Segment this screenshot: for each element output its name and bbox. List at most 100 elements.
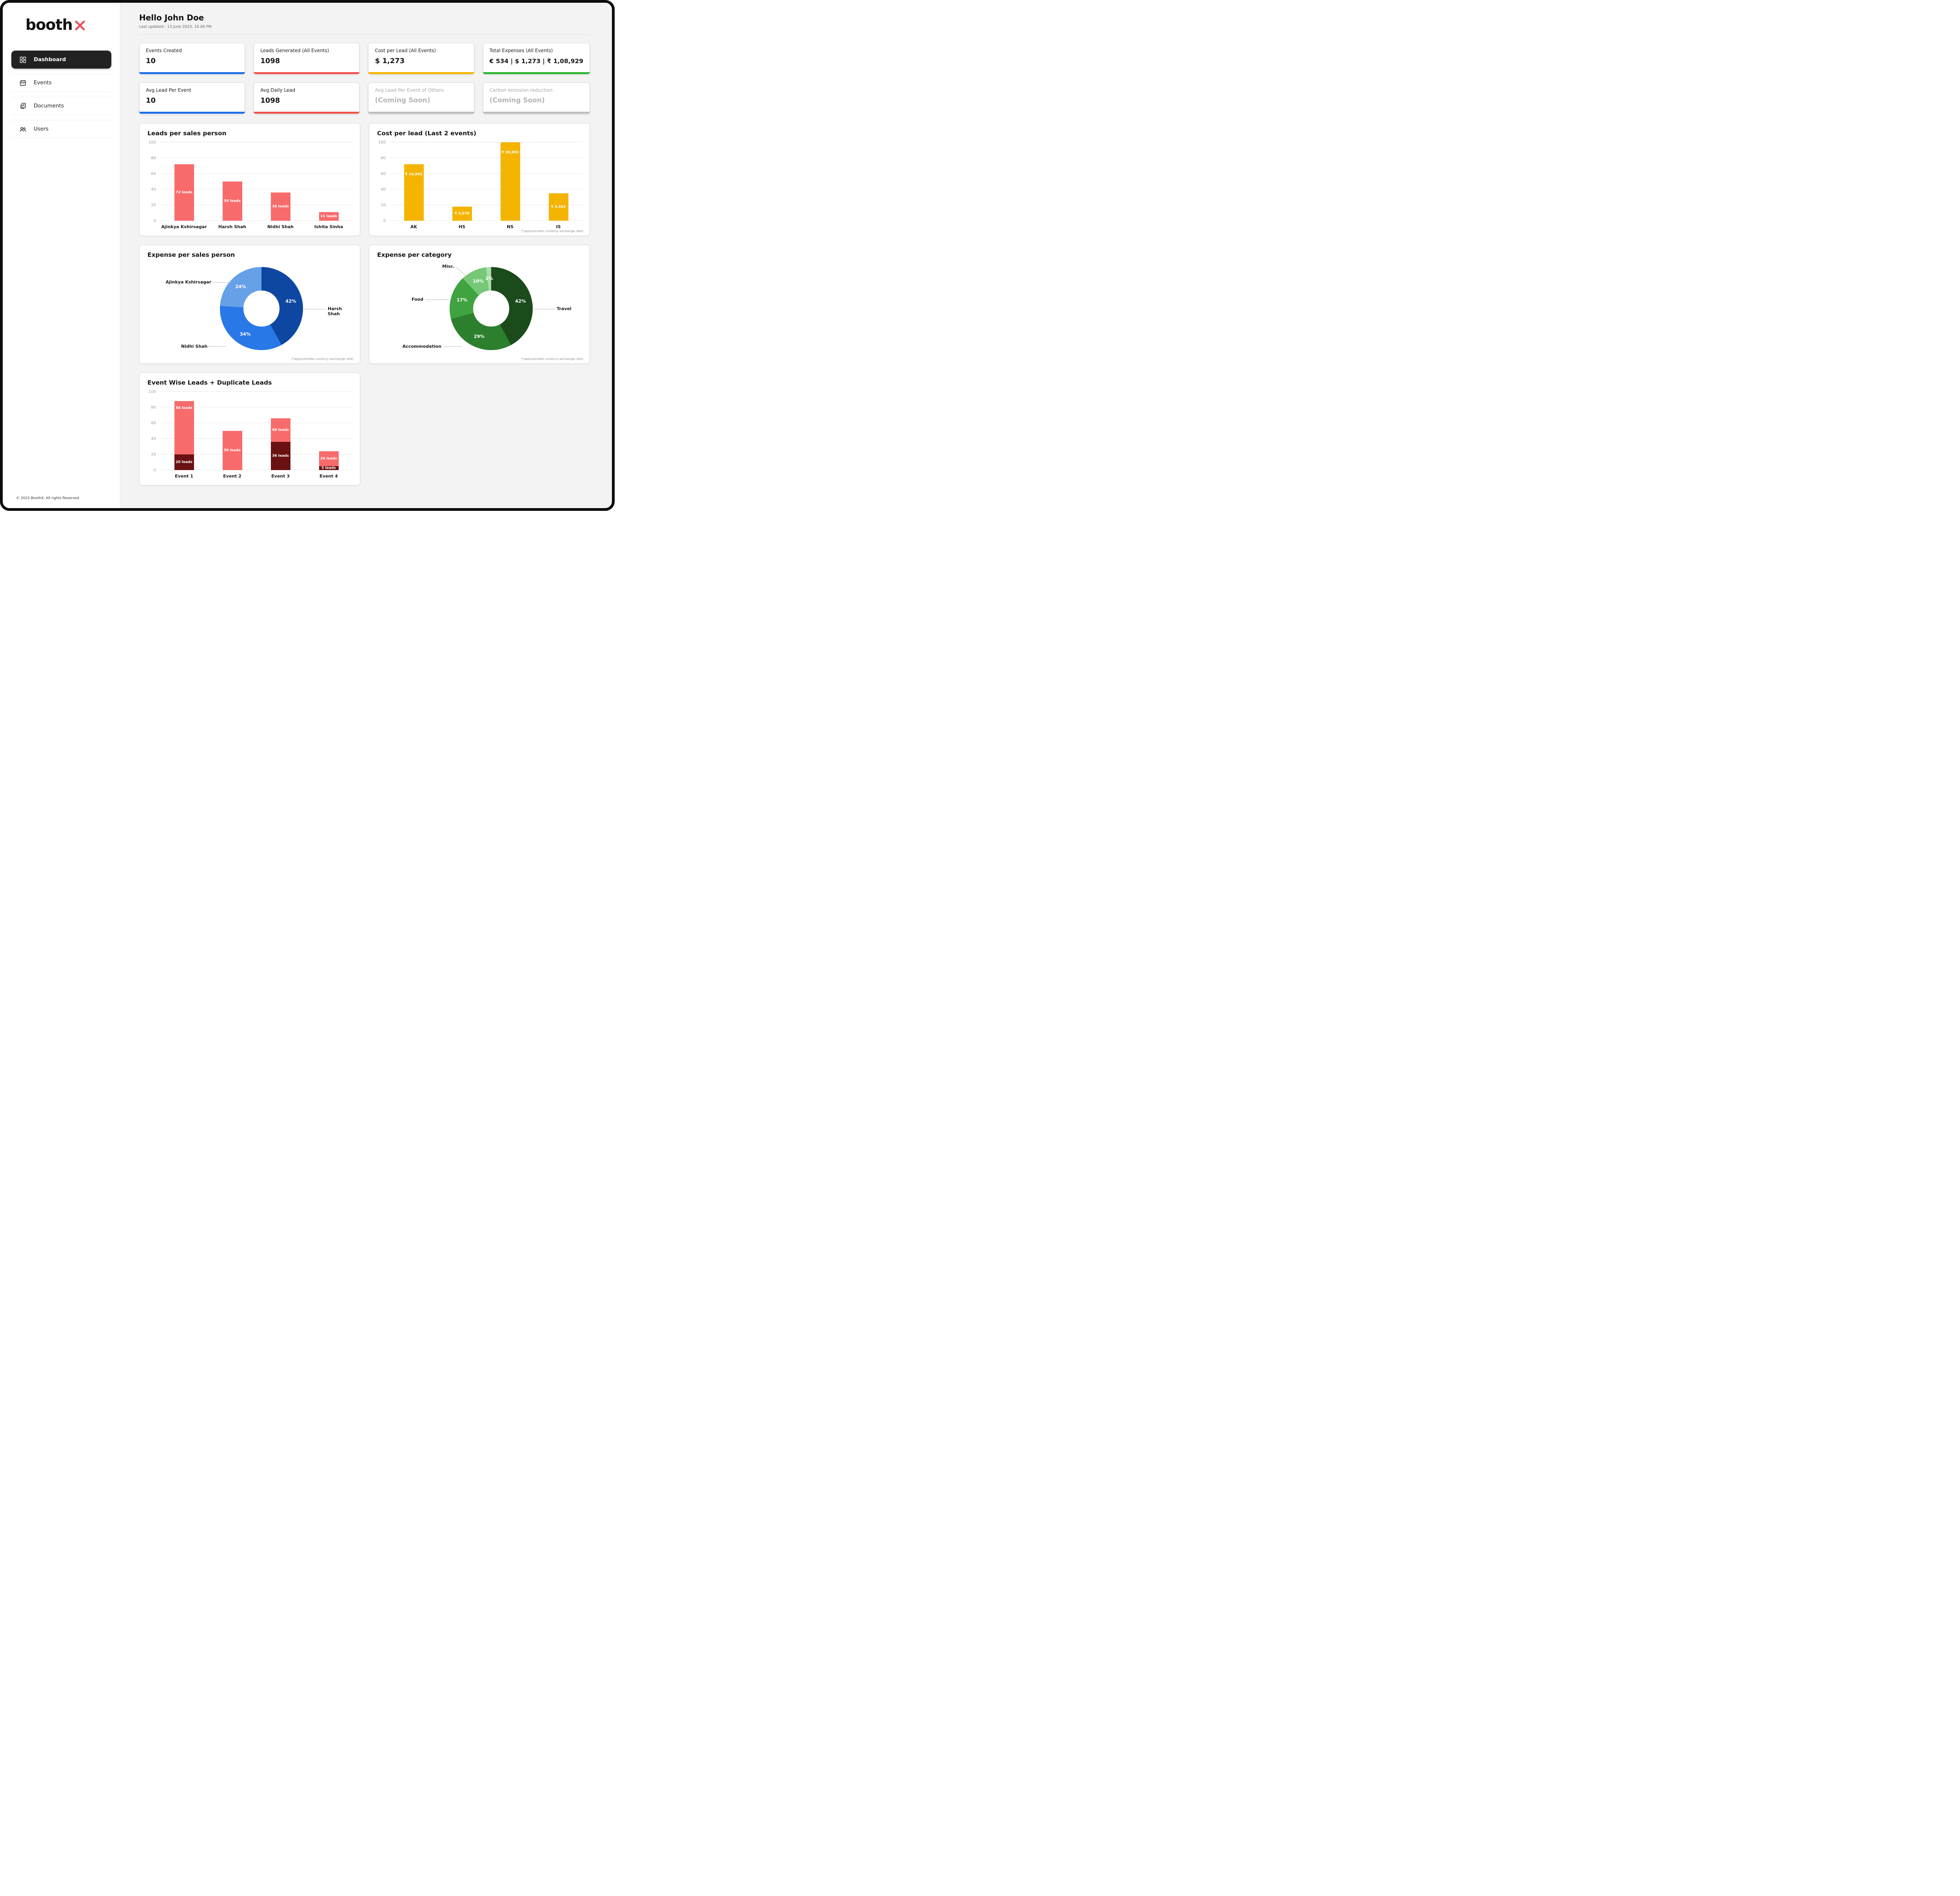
bar-slot: ₹ 3,678 bbox=[438, 142, 486, 221]
bar-value-label: ₹ 10,892 bbox=[405, 173, 423, 176]
copyright-text: © 2023 BoothX, All rights Reserved bbox=[16, 496, 79, 500]
stat-label: Cost per Lead (All Events) bbox=[375, 48, 436, 53]
leader-line bbox=[212, 282, 232, 283]
donut-percent-label: 17% bbox=[456, 297, 468, 303]
y-tick-label: 80 bbox=[381, 156, 386, 160]
chart-title: Cost per lead (Last 2 events) bbox=[377, 130, 476, 137]
stat-label: Avg Daily Lead bbox=[260, 87, 296, 93]
bar-slot: 36 leads 66 leads bbox=[256, 392, 305, 470]
expense-per-category-card: Expense per category 42% 29% 17% 10% 2% Misc… bbox=[369, 245, 590, 364]
duplicate-leads-label: 5 leads bbox=[321, 466, 336, 470]
leads-per-salesperson-chart: 0 20 40 60 80 100 72 leads 50 leads 36 leads 11 … bbox=[147, 140, 353, 223]
bar-harsh-shah: 50 leads bbox=[222, 182, 242, 221]
x-axis-label: Event 1 bbox=[175, 474, 193, 479]
gridline bbox=[160, 438, 353, 439]
sidebar-item-dashboard[interactable]: Dashboard bbox=[11, 51, 111, 69]
donut-callout-misc: Misc. bbox=[442, 264, 455, 269]
sidebar-item-documents[interactable]: Documents bbox=[11, 97, 111, 115]
currency-footnote: (*approximate currency exchange rate) bbox=[521, 229, 583, 233]
stat-value: 10 bbox=[146, 96, 156, 105]
bar-event-2: 50 leads bbox=[222, 431, 242, 470]
dashboard-icon bbox=[19, 56, 27, 64]
bar-slot: ₹ 30,892 bbox=[486, 142, 534, 221]
bar-value-label: 50 leads bbox=[224, 199, 241, 203]
nav-label-dashboard: Dashboard bbox=[34, 56, 66, 63]
stat-accent-bar bbox=[254, 112, 360, 114]
y-tick-label: 100 bbox=[378, 140, 386, 145]
x-axis-labels: AK HS NS IS bbox=[390, 224, 583, 229]
bars-layer: ₹ 10,892 ₹ 3,678 ₹ 30,892 ₹ 5,592 bbox=[390, 142, 583, 221]
stat-card-total-expenses: Total Expenses (All Events) € 534 | $ 1,… bbox=[483, 43, 590, 74]
stat-cards-grid: Events Created 10 Leads Generated (All E… bbox=[139, 43, 590, 114]
bar-value-label: 36 leads bbox=[272, 205, 289, 209]
app-window: booth Dashboard bbox=[0, 0, 615, 511]
stat-value: $ 1,273 bbox=[375, 57, 405, 65]
stat-label: Carbon emission reduction bbox=[489, 87, 553, 93]
stat-accent-bar bbox=[368, 72, 474, 74]
nav-label-events: Events bbox=[34, 80, 52, 86]
x-axis-label: Nidhi Shah bbox=[267, 224, 294, 229]
page-title: Hello John Doe bbox=[139, 13, 204, 22]
donut-percent-label: 34% bbox=[240, 331, 251, 337]
stat-value: 10 bbox=[146, 57, 156, 65]
sidebar-item-events[interactable]: Events bbox=[11, 74, 111, 92]
stat-value: 1098 bbox=[260, 57, 280, 65]
y-tick-label: 40 bbox=[151, 187, 156, 192]
bar-slot: 50 leads bbox=[208, 392, 256, 470]
leader-line bbox=[456, 267, 467, 277]
stat-card-avg-lead-others: Avg Lead Per Event of Others (Coming Soo… bbox=[368, 82, 474, 114]
y-tick-label: 60 bbox=[381, 172, 386, 176]
bar-ajinkya-kshirsagar: 72 leads bbox=[174, 164, 194, 221]
leader-line bbox=[205, 346, 226, 347]
donut-area: 42% 34% 24% Ajinkya Kshirsagar Harsh Shah … bbox=[147, 264, 353, 357]
stat-accent-bar bbox=[139, 72, 245, 74]
bar-value-label: 72 leads bbox=[176, 191, 192, 194]
duplicate-leads-segment bbox=[319, 466, 339, 470]
donut-percent-label: 42% bbox=[515, 298, 526, 304]
stat-value: (Coming Soon) bbox=[375, 96, 430, 104]
x-axis-label: IS bbox=[556, 224, 561, 229]
bar-value-label: 50 leads bbox=[224, 449, 241, 452]
gridline bbox=[160, 391, 353, 392]
y-tick-label: 80 bbox=[151, 405, 156, 410]
bar-slot: 36 leads bbox=[256, 142, 305, 221]
brand-x-icon bbox=[74, 20, 85, 31]
y-tick-label: 20 bbox=[151, 203, 156, 207]
bar-slot: 11 leads bbox=[305, 142, 353, 221]
y-axis: 0 20 40 60 80 100 bbox=[147, 140, 160, 223]
donut-percent-label: 10% bbox=[473, 278, 484, 284]
leads-per-salesperson-card: Leads per sales person 0 20 40 60 80 100 72 l… bbox=[139, 123, 360, 236]
plot-area: 20 leads 88 leads 50 leads 36 leads 66 leads… bbox=[160, 391, 353, 470]
expense-per-category-donut: 42% 29% 17% 10% 2% bbox=[450, 267, 533, 350]
donut-callout-nidhi: Nidhi Shah bbox=[181, 344, 208, 349]
bar-hs: ₹ 3,678 bbox=[452, 207, 472, 221]
plot-area: 72 leads 50 leads 36 leads 11 leads bbox=[160, 142, 353, 221]
x-axis-label: Harsh Shah bbox=[218, 224, 247, 229]
stat-accent-bar bbox=[483, 112, 590, 114]
stat-label: Leads Generated (All Events) bbox=[260, 48, 329, 53]
bar-nidhi-shah: 36 leads bbox=[270, 193, 290, 221]
brand-name: booth bbox=[25, 16, 73, 33]
stat-value: € 534 | $ 1,273 | ₹ 1,08,929 bbox=[489, 58, 583, 65]
x-axis-label: Event 2 bbox=[223, 474, 241, 479]
stat-card-events-created: Events Created 10 bbox=[139, 43, 245, 74]
gridline bbox=[160, 220, 353, 221]
expense-per-salesperson-donut: 42% 34% 24% bbox=[220, 267, 303, 350]
bar-event-3: 36 leads 66 leads bbox=[270, 418, 290, 470]
nav-label-users: Users bbox=[34, 126, 49, 132]
chart-title: Event Wise Leads + Duplicate Leads bbox=[147, 379, 272, 386]
bar-slot: 20 leads 88 leads bbox=[160, 392, 208, 470]
charts-row-3: Event Wise Leads + Duplicate Leads 0 20 40… bbox=[139, 372, 590, 485]
duplicate-leads-segment bbox=[270, 442, 290, 470]
bars-layer: 20 leads 88 leads 50 leads 36 leads 66 leads… bbox=[160, 392, 353, 470]
donut-callout-travel: Travel bbox=[557, 306, 572, 311]
sidebar-item-users[interactable]: Users bbox=[11, 120, 111, 138]
stat-card-avg-daily-lead: Avg Daily Lead 1098 bbox=[254, 82, 360, 114]
last-updated-text: Last updated : 13 June 2023, 10.06 PM bbox=[139, 25, 212, 29]
leader-line bbox=[443, 346, 462, 347]
event-wise-leads-chart: 0 20 40 60 80 100 20 leads 88 leads 50 leads 36 … bbox=[147, 390, 353, 472]
x-axis-labels: Event 1 Event 2 Event 3 Event 4 bbox=[160, 474, 353, 479]
bar-ns: ₹ 30,892 bbox=[500, 142, 520, 221]
duplicate-leads-segment bbox=[174, 454, 194, 470]
calendar-icon bbox=[19, 79, 27, 87]
